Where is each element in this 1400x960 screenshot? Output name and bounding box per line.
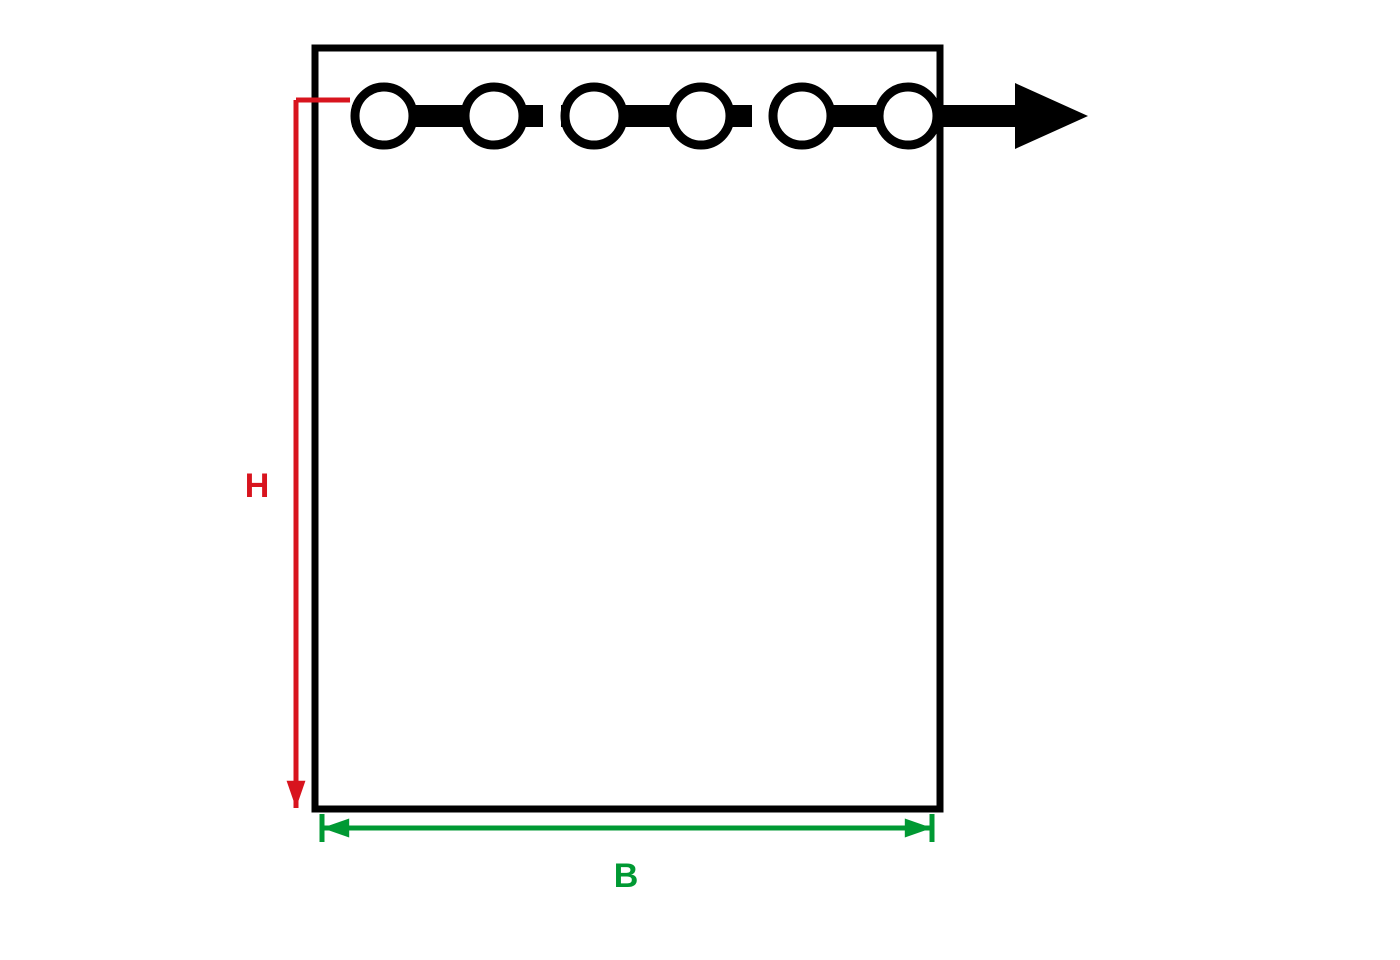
grommet-ring: [355, 87, 413, 145]
curtain-diagram: HB: [0, 0, 1400, 960]
grommet-ring: [773, 87, 831, 145]
grommet-ring: [465, 87, 523, 145]
width-label: B: [614, 857, 639, 895]
grommet-ring: [565, 87, 623, 145]
height-label: H: [245, 467, 270, 505]
curtain-panel: [315, 48, 940, 809]
grommet-ring: [672, 87, 730, 145]
grommet-ring: [879, 87, 937, 145]
